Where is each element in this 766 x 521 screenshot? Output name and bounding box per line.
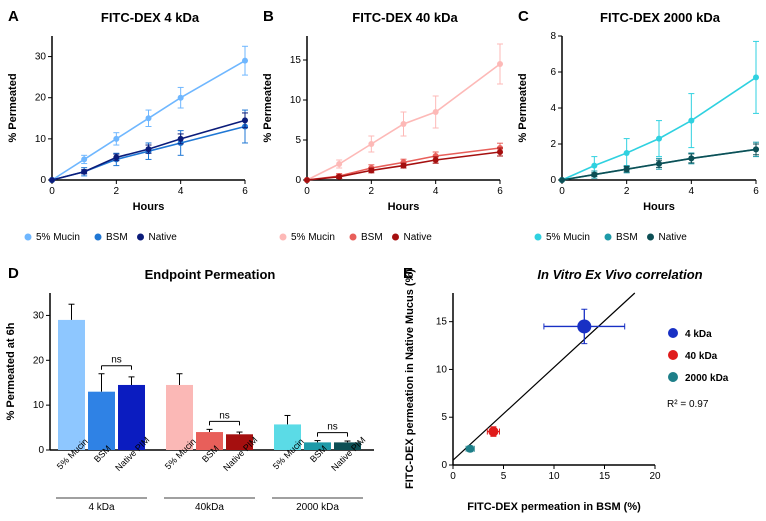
svg-text:4: 4 — [550, 103, 556, 114]
svg-text:0: 0 — [441, 460, 447, 471]
svg-text:5: 5 — [295, 135, 301, 146]
svg-text:2: 2 — [369, 186, 375, 197]
svg-text:FITC-DEX permeation in Native: FITC-DEX permeation in Native Mucus (%) — [404, 269, 416, 489]
svg-text:% Permeated: % Permeated — [517, 73, 529, 142]
svg-text:% Permeated: % Permeated — [262, 73, 274, 142]
svg-text:BSM: BSM — [616, 232, 638, 243]
panel-c-title: FITC-DEX 2000 kDa — [570, 10, 750, 25]
svg-text:15: 15 — [290, 55, 302, 66]
panel-b-title: FITC-DEX 40 kDa — [315, 10, 495, 25]
svg-text:4 kDa: 4 kDa — [88, 502, 115, 513]
svg-text:5: 5 — [501, 471, 507, 482]
svg-text:20: 20 — [35, 93, 47, 104]
svg-text:ns: ns — [327, 422, 338, 433]
svg-text:4: 4 — [689, 186, 695, 197]
svg-text:ns: ns — [219, 410, 230, 421]
svg-text:0: 0 — [304, 186, 310, 197]
svg-text:% Permeated: % Permeated — [7, 73, 19, 142]
svg-text:2: 2 — [550, 139, 556, 150]
svg-text:10: 10 — [35, 134, 47, 145]
svg-text:8: 8 — [550, 31, 556, 42]
svg-text:Native: Native — [404, 232, 433, 243]
svg-text:% Permeated at 6h: % Permeated at 6h — [5, 322, 17, 420]
svg-text:2000 kDa: 2000 kDa — [296, 502, 339, 513]
svg-text:10: 10 — [436, 364, 448, 375]
svg-text:10: 10 — [33, 400, 45, 411]
svg-text:20: 20 — [33, 355, 45, 366]
svg-text:6: 6 — [550, 67, 556, 78]
panel-a-chart: 0 2 4 6 0 10 20 30 Hours % Permeated 5% Mucin BSM Na… — [0, 8, 255, 258]
panel-d-title: Endpoint Permeation — [100, 267, 320, 282]
svg-text:0: 0 — [559, 186, 565, 197]
svg-text:20: 20 — [649, 471, 661, 482]
svg-text:FITC-DEX permeation in BSM (%): FITC-DEX permeation in BSM (%) — [467, 501, 641, 513]
svg-text:5% Mucin: 5% Mucin — [291, 232, 335, 243]
panel-b: B FITC-DEX 40 kDa 0 2 4 6 0 5 10 15 Hours % Perme… — [255, 8, 510, 258]
panel-e: E In Vitro Ex Vivo correlation 051015200… — [395, 265, 765, 520]
svg-text:15: 15 — [599, 471, 611, 482]
svg-text:BSM: BSM — [361, 232, 383, 243]
svg-text:2: 2 — [114, 186, 120, 197]
svg-text:30: 30 — [33, 310, 45, 321]
svg-text:0: 0 — [40, 175, 46, 186]
panel-a-label: A — [8, 8, 19, 25]
svg-text:6: 6 — [242, 186, 248, 197]
svg-text:4 kDa: 4 kDa — [685, 329, 712, 340]
panel-c-chart: 0 2 4 6 0 2 4 6 8 Hours % Permeated 5% Mucin BSM Nati… — [510, 8, 766, 258]
svg-text:0: 0 — [295, 175, 301, 186]
panel-e-chart: 0 5 10 15 20 0 5 10 15 FITC-DEX permeation in BSM… — [395, 265, 765, 520]
svg-text:0: 0 — [450, 471, 456, 482]
svg-text:6: 6 — [497, 186, 503, 197]
svg-text:Native: Native — [149, 232, 178, 243]
panel-e-title: In Vitro Ex Vivo correlation — [495, 267, 745, 282]
panel-d-chart: 0102030% Permeated at 6h5% MucinBSMNativ… — [0, 265, 380, 520]
svg-text:15: 15 — [436, 317, 448, 328]
panel-c-label: C — [518, 8, 529, 25]
svg-text:40kDa: 40kDa — [195, 502, 224, 513]
svg-text:2: 2 — [624, 186, 630, 197]
svg-text:Hours: Hours — [388, 201, 420, 213]
panel-b-chart: 0 2 4 6 0 5 10 15 Hours % Permeated 5% Mucin BSM Nat… — [255, 8, 510, 258]
svg-text:Native: Native — [659, 232, 688, 243]
panel-a-title: FITC-DEX 4 kDa — [60, 10, 240, 25]
svg-text:5% Mucin: 5% Mucin — [546, 232, 590, 243]
panel-b-label: B — [263, 8, 274, 25]
panel-c: C FITC-DEX 2000 kDa 0 2 4 6 0 2 4 6 8 Hours % Perm… — [510, 8, 766, 258]
svg-text:30: 30 — [35, 52, 47, 63]
svg-text:Hours: Hours — [643, 201, 675, 213]
panel-e-label: E — [403, 265, 413, 282]
panel-a: A FITC-DEX 4 kDa 0 2 4 6 0 10 20 30 Hours % Perme… — [0, 8, 255, 258]
svg-text:R² = 0.97: R² = 0.97 — [667, 399, 709, 410]
svg-text:Hours: Hours — [133, 201, 165, 213]
svg-text:4: 4 — [178, 186, 184, 197]
svg-text:ns: ns — [111, 355, 122, 366]
panel-e-title-text: In Vitro Ex Vivo correlation — [537, 267, 702, 282]
svg-text:10: 10 — [548, 471, 560, 482]
svg-text:4: 4 — [433, 186, 439, 197]
svg-text:0: 0 — [49, 186, 55, 197]
svg-text:BSM: BSM — [106, 232, 128, 243]
svg-text:Native PIM: Native PIM — [329, 435, 367, 473]
svg-text:10: 10 — [290, 95, 302, 106]
svg-text:5% Mucin: 5% Mucin — [36, 232, 80, 243]
svg-text:0: 0 — [550, 175, 556, 186]
svg-text:40 kDa: 40 kDa — [685, 351, 718, 362]
svg-text:0: 0 — [38, 445, 44, 456]
panel-d-label: D — [8, 265, 19, 282]
svg-text:5: 5 — [441, 412, 447, 423]
svg-text:6: 6 — [753, 186, 759, 197]
svg-text:2000 kDa: 2000 kDa — [685, 373, 729, 384]
panel-d: D Endpoint Permeation 0 10 20 30 % Permeated… — [0, 265, 380, 520]
